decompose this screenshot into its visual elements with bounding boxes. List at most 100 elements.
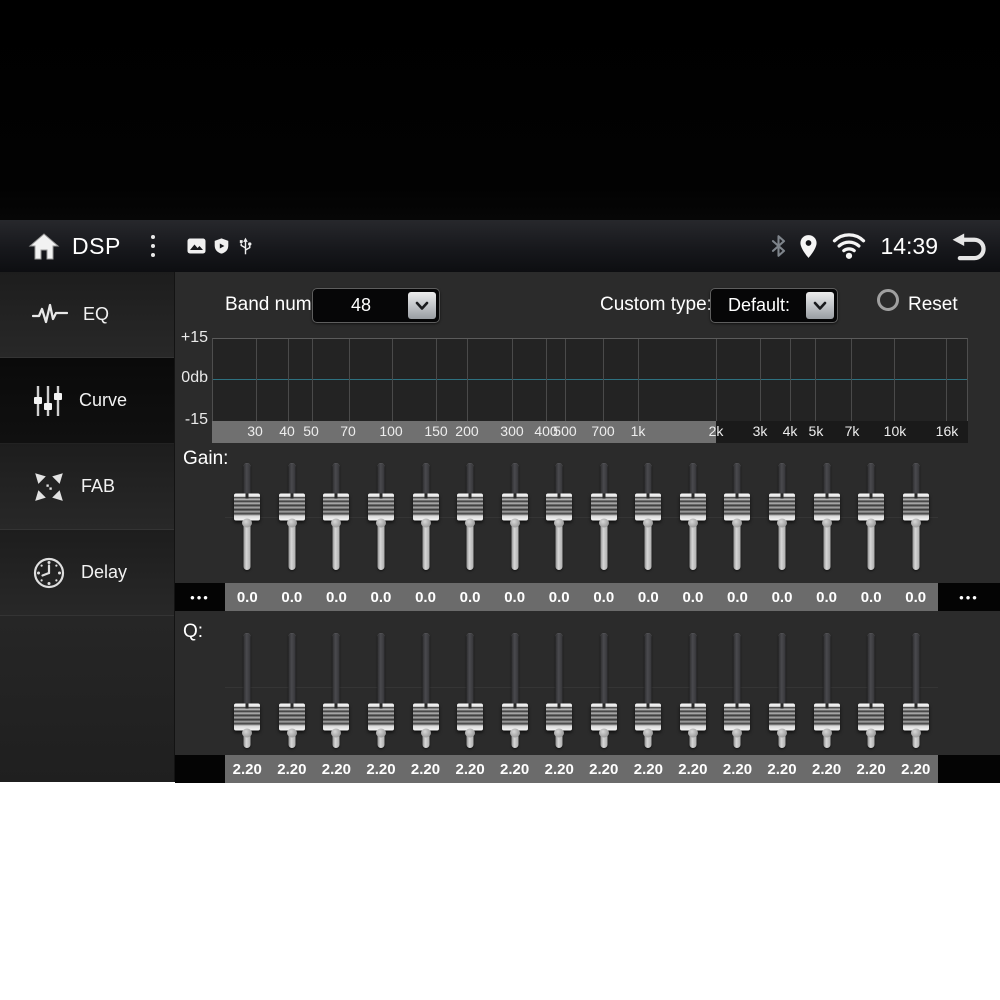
q-strip-left-spacer xyxy=(175,755,225,783)
slider-handle[interactable] xyxy=(501,703,528,731)
chevron-down-icon[interactable] xyxy=(806,292,834,319)
q-slider[interactable] xyxy=(448,630,493,752)
slider-handle[interactable] xyxy=(813,703,840,731)
slider-handle[interactable] xyxy=(858,493,885,521)
slider-handle[interactable] xyxy=(590,703,617,731)
gain-slider[interactable] xyxy=(893,460,938,580)
slider-handle[interactable] xyxy=(457,703,484,731)
slider-handle[interactable] xyxy=(679,493,706,521)
reset-label[interactable]: Reset xyxy=(908,294,958,315)
slider-handle[interactable] xyxy=(902,703,929,731)
gain-slider[interactable] xyxy=(537,460,582,580)
eq-zero-curve xyxy=(213,379,967,380)
gain-scroll-left-button[interactable]: ••• xyxy=(175,583,225,611)
slider-handle[interactable] xyxy=(813,493,840,521)
gain-slider[interactable] xyxy=(849,460,894,580)
slider-handle[interactable] xyxy=(724,493,751,521)
sidebar-item-fab[interactable]: FAB xyxy=(0,444,174,530)
slider-handle[interactable] xyxy=(278,493,305,521)
gain-value: 0.0 xyxy=(905,588,927,606)
home-icon[interactable] xyxy=(28,232,60,261)
overflow-menu-icon[interactable] xyxy=(147,231,159,261)
q-value: 2.20 xyxy=(277,760,307,778)
gain-slider[interactable] xyxy=(760,460,805,580)
slider-handle[interactable] xyxy=(412,493,439,521)
q-slider[interactable] xyxy=(492,630,537,752)
q-slider[interactable] xyxy=(359,630,404,752)
gain-slider[interactable] xyxy=(626,460,671,580)
q-value: 2.20 xyxy=(722,760,753,778)
eq-curve-plot xyxy=(212,338,968,421)
device-bezel-top xyxy=(0,0,1000,220)
sidebar-item-delay[interactable]: Delay xyxy=(0,530,174,616)
slider-handle[interactable] xyxy=(858,703,885,731)
shield-icon xyxy=(213,237,230,255)
slider-handle[interactable] xyxy=(323,493,350,521)
gain-scroll-right-button[interactable]: ••• xyxy=(938,583,1000,611)
gridline xyxy=(255,339,257,421)
q-slider[interactable] xyxy=(582,630,627,752)
frequency-tick-label: 10k xyxy=(883,423,907,439)
q-slider[interactable] xyxy=(537,630,582,752)
slider-handle[interactable] xyxy=(367,703,394,731)
slider-handle[interactable] xyxy=(635,493,662,521)
gain-slider[interactable] xyxy=(448,460,493,580)
gain-slider[interactable] xyxy=(671,460,716,580)
gain-slider[interactable] xyxy=(225,460,270,580)
sidebar-item-curve[interactable]: Curve xyxy=(0,358,174,444)
slider-handle[interactable] xyxy=(234,493,261,521)
custom-type-dropdown[interactable]: Default: xyxy=(710,288,838,323)
back-icon[interactable] xyxy=(951,232,988,261)
gain-value: 0.0 xyxy=(727,588,748,606)
slider-handle[interactable] xyxy=(501,493,528,521)
chevron-down-icon[interactable] xyxy=(408,292,436,319)
gain-slider[interactable] xyxy=(270,460,315,580)
band-num-dropdown[interactable]: 48 xyxy=(312,288,440,323)
slider-handle[interactable] xyxy=(724,703,751,731)
frequency-tick-label: 16k xyxy=(935,423,959,439)
gain-slider[interactable] xyxy=(359,460,404,580)
slider-handle[interactable] xyxy=(679,703,706,731)
q-slider[interactable] xyxy=(715,630,760,752)
slider-handle[interactable] xyxy=(769,493,796,521)
slider-handle[interactable] xyxy=(367,493,394,521)
gain-slider[interactable] xyxy=(314,460,359,580)
q-slider[interactable] xyxy=(804,630,849,752)
slider-handle[interactable] xyxy=(234,703,261,731)
q-slider[interactable] xyxy=(626,630,671,752)
usb-icon xyxy=(237,236,254,257)
reset-radio[interactable] xyxy=(877,289,899,311)
slider-handle[interactable] xyxy=(546,703,573,731)
slider-handle[interactable] xyxy=(769,703,796,731)
gain-slider[interactable] xyxy=(804,460,849,580)
q-slider[interactable] xyxy=(849,630,894,752)
slider-handle[interactable] xyxy=(590,493,617,521)
q-slider[interactable] xyxy=(314,630,359,752)
q-value: 2.20 xyxy=(366,760,396,778)
slider-handle[interactable] xyxy=(457,493,484,521)
slider-handle[interactable] xyxy=(902,493,929,521)
q-slider[interactable] xyxy=(893,630,938,752)
q-value: 2.20 xyxy=(589,760,619,778)
gain-slider[interactable] xyxy=(403,460,448,580)
gain-slider[interactable] xyxy=(582,460,627,580)
slider-handle[interactable] xyxy=(546,493,573,521)
q-slider[interactable] xyxy=(225,630,270,752)
q-slider[interactable] xyxy=(671,630,716,752)
q-slider[interactable] xyxy=(403,630,448,752)
slider-handle[interactable] xyxy=(278,703,305,731)
gain-value: 0.0 xyxy=(637,588,659,606)
q-value: 2.20 xyxy=(901,760,931,778)
slider-handle[interactable] xyxy=(323,703,350,731)
q-slider[interactable] xyxy=(760,630,805,752)
sidebar-item-label: FAB xyxy=(81,476,116,496)
gain-slider[interactable] xyxy=(715,460,760,580)
gain-value: 0.0 xyxy=(593,588,615,606)
sidebar-item-eq[interactable]: EQ xyxy=(0,272,174,358)
gain-slider[interactable] xyxy=(492,460,537,580)
q-slider[interactable] xyxy=(270,630,315,752)
slider-handle[interactable] xyxy=(635,703,662,731)
slider-handle[interactable] xyxy=(412,703,439,731)
curve-panel: Band num: 48 Custom type: Default: Reset… xyxy=(175,272,1000,783)
gridline xyxy=(715,339,717,421)
